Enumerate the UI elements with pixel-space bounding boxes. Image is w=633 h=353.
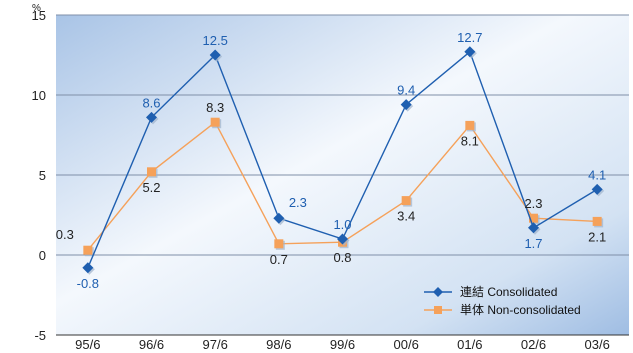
series (82, 46, 605, 275)
y-tick-label: -5 (34, 328, 46, 343)
data-label-consolidated: 1.0 (333, 217, 351, 232)
data-point-nonconsolidated (147, 167, 156, 177)
data-point-nonconsolidated (529, 213, 538, 223)
x-tick-label: 99/6 (330, 337, 355, 352)
y-tick-label: 5 (39, 168, 46, 183)
data-label-consolidated: -0.8 (77, 276, 99, 291)
data-labels: -0.8 8.6 12.5 2.3 1.0 9.4 12.7 1.7 4.1 0.3 5.2 8.3 0… (56, 30, 606, 291)
data-point-consolidated (209, 49, 221, 61)
x-tick-label: 98/6 (266, 337, 291, 352)
x-tick-label: 95/6 (75, 337, 100, 352)
data-label-nonconsolidated: 2.1 (588, 229, 606, 244)
x-tick-label: 03/6 (585, 337, 610, 352)
data-label-consolidated: 2.3 (289, 195, 307, 210)
data-label-nonconsolidated: 2.3 (524, 196, 542, 211)
data-label-consolidated: 1.7 (524, 236, 542, 251)
data-point-nonconsolidated (274, 239, 284, 249)
data-point-nonconsolidated (465, 120, 475, 130)
data-point-nonconsolidated (401, 196, 411, 206)
data-label-consolidated: 4.1 (588, 167, 606, 182)
data-label-consolidated: 8.6 (142, 95, 160, 110)
data-label-consolidated: 12.7 (457, 30, 482, 45)
y-tick-label: 0 (39, 248, 46, 263)
x-tick-label: 97/6 (203, 337, 228, 352)
data-point-nonconsolidated (83, 245, 93, 255)
data-label-nonconsolidated: 0.7 (270, 252, 288, 267)
data-label-nonconsolidated: 0.3 (56, 227, 74, 242)
legend: 連結 Consolidated 単体 Non-consolidated (424, 285, 581, 317)
data-label-consolidated: 9.4 (397, 83, 415, 98)
data-label-nonconsolidated: 0.8 (333, 250, 351, 265)
legend-label-nonconsolidated: 単体 Non-consolidated (460, 303, 581, 317)
data-point-consolidated (337, 233, 348, 245)
legend-marker-nonconsolidated (434, 306, 442, 314)
data-point-consolidated (82, 262, 94, 274)
legend-marker-consolidated (433, 287, 443, 297)
data-point-consolidated (273, 212, 285, 224)
data-point-consolidated (591, 183, 603, 195)
data-point-consolidated (400, 99, 412, 111)
legend-label-consolidated: 連結 Consolidated (460, 285, 557, 299)
data-point-nonconsolidated (592, 216, 602, 226)
x-tick-label: 00/6 (394, 337, 419, 352)
axes: -5 0 5 10 15% 95/6 96/6 97/6 98/6 99/6 00/6 01/6 02/… (32, 3, 629, 352)
y-tick-label: 15 (32, 8, 46, 23)
x-tick-label: 01/6 (457, 337, 482, 352)
data-label-nonconsolidated: 5.2 (142, 180, 160, 195)
data-label-nonconsolidated: 3.4 (397, 209, 415, 224)
y-unit-label: % (32, 3, 41, 14)
data-point-consolidated (146, 111, 157, 123)
data-point-consolidated (528, 222, 539, 234)
x-tick-label: 02/6 (521, 337, 546, 352)
y-tick-label: 10 (32, 88, 46, 103)
data-label-nonconsolidated: 8.1 (461, 133, 479, 148)
x-tick-label: 96/6 (139, 337, 164, 352)
data-label-consolidated: 12.5 (203, 33, 228, 48)
data-point-nonconsolidated (210, 117, 220, 127)
data-label-nonconsolidated: 8.3 (206, 100, 224, 115)
data-point-consolidated (464, 46, 476, 58)
